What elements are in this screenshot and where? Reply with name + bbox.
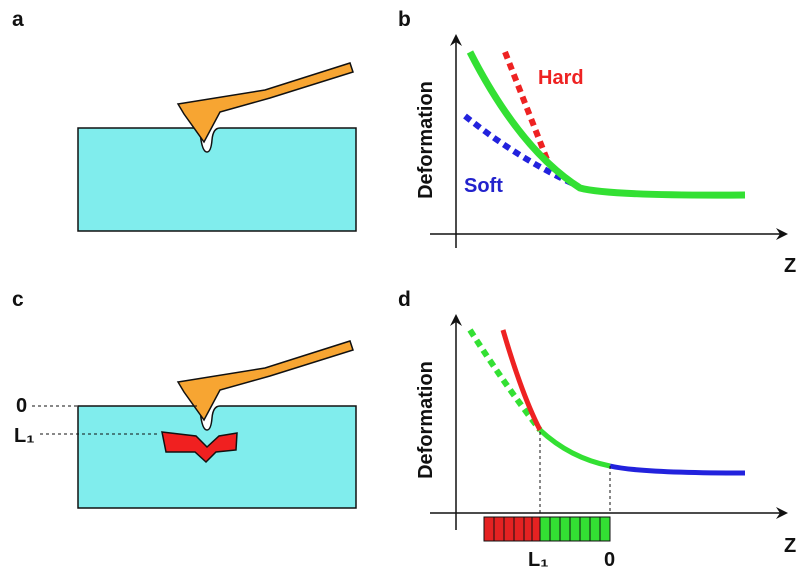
figure: a b Deformation Z Hard Soft c 0 L₁ d Def… — [0, 0, 797, 570]
y-axis-label: Deformation — [415, 361, 437, 479]
page: {"panel_a": {"label": "a"}, "panel_b": {… — [0, 0, 797, 570]
soft-label: Soft — [464, 175, 503, 197]
panel-label: a — [12, 8, 24, 31]
curve — [540, 430, 610, 466]
x-axis-label: Z — [784, 535, 796, 557]
curve — [470, 52, 745, 195]
panel-label: c — [12, 288, 24, 311]
y-axis-label: Deformation — [415, 81, 437, 199]
hard-label: Hard — [538, 67, 584, 89]
panel-label: b — [398, 8, 411, 31]
sample — [78, 128, 356, 231]
curve — [610, 466, 745, 473]
surface-label: 0 — [16, 395, 27, 417]
surface-label: 0 — [604, 549, 615, 570]
x-axis-label: Z — [784, 255, 796, 277]
hard-curve — [503, 330, 540, 430]
depth-label: L₁ — [14, 425, 35, 447]
depth-label: L₁ — [528, 549, 549, 570]
panel-label: d — [398, 288, 411, 311]
sample — [78, 406, 356, 508]
